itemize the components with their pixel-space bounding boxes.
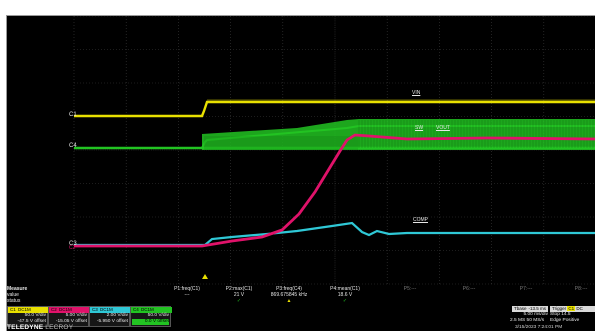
channel-coupling: DC1M (17, 307, 49, 313)
timebase-header[interactable]: Tbase -13.5 ms (512, 306, 548, 312)
trace-label-vin: VIN (412, 90, 421, 96)
ground-marker-c4: C4 (69, 143, 77, 149)
channel-offset: -15.05 V offset (55, 319, 87, 324)
trace-vin (74, 100, 595, 118)
channel-tag: C2 (49, 307, 59, 313)
waveform-canvas[interactable] (7, 16, 595, 331)
channel-tag: C4 (131, 307, 141, 313)
measure-param-name[interactable]: P7:--- (519, 286, 533, 292)
channel-tag: C3 (90, 307, 100, 313)
channel-offset: -47.5 V offset (17, 319, 46, 324)
datetime: 3/15/2023 7:24:01 PM (515, 325, 563, 330)
channel-scale: 50.0 V/div (24, 313, 46, 318)
timebase-scale: 5.00 ms/div (523, 312, 548, 317)
channel-offset: 0.0 V offset (132, 319, 169, 325)
trigger-position-icon (202, 274, 208, 279)
channel-scale: 2.00 V/div (106, 313, 128, 318)
channel-scale: 5.00 V/div (65, 313, 87, 318)
waveform-traces (74, 99, 595, 248)
measure-param-status: ▲ (286, 298, 292, 304)
measure-param-name[interactable]: P8:--- (574, 286, 588, 292)
oscilloscope-display: C1 C4 C3 C2 VIN SW VOUT COMP Measure val… (6, 15, 595, 331)
trigger-header[interactable]: Trigger C1 DC (550, 306, 595, 312)
measure-param-name[interactable]: P4:mean(C1) (330, 286, 360, 292)
trace-label-sw: SW (415, 125, 424, 131)
measure-param-value: 869.675845 kHz (270, 292, 308, 298)
channel-box-c3[interactable]: C3 DC1M 2.00 V/div -5.950 V offset (89, 306, 131, 327)
ground-marker-c2: C2 (69, 245, 76, 251)
measure-param-name[interactable]: P1:freq(C1) (174, 286, 200, 292)
brand-logo: TELEDYNE LECROY (7, 324, 74, 331)
measure-param-status: ✓ (342, 298, 348, 304)
channel-coupling: DC1M (58, 307, 90, 313)
measure-status-label: status (7, 298, 21, 304)
trace-vout (74, 133, 595, 248)
channel-box-c1[interactable]: C1 DC1M 50.0 V/div -47.5 V offset (7, 306, 49, 327)
trace-sw-pulses (204, 136, 358, 150)
measure-param-value: --- (184, 292, 190, 298)
trace-label-comp: COMP (413, 217, 428, 223)
timebase-samples: 2.5 MS 50 MS/s (510, 318, 545, 323)
channel-tag: C1 (8, 307, 18, 313)
measure-param-name[interactable]: P3:freq(C4) (276, 286, 302, 292)
trigger-type: Edge Positive (550, 318, 580, 323)
ground-marker-c1: C1 (69, 112, 77, 118)
measure-param-value: 18.6 V (337, 292, 353, 298)
measure-param-value: 21 V (233, 292, 245, 298)
trigger-mode: Stop 14.5 (550, 312, 571, 317)
channel-scale: 50.0 V/div (147, 313, 169, 318)
channel-offset: -5.950 V offset (96, 319, 128, 324)
measure-param-name[interactable]: P5:--- (403, 286, 417, 292)
channel-coupling: DC1M (140, 307, 172, 313)
measure-value-label: value (7, 292, 19, 298)
measure-param-name[interactable]: P6:--- (462, 286, 476, 292)
trace-comp (74, 221, 595, 247)
channel-box-c4[interactable]: C4 DC1M 50.0 V/div 0.0 V offset (130, 306, 172, 327)
channel-coupling: DC1M (99, 307, 131, 313)
measure-param-name[interactable]: P2:max(C1) (225, 286, 253, 292)
measure-title: Measure (7, 286, 28, 292)
measure-param-status: ✓ (236, 298, 242, 304)
trace-label-vout: VOUT (436, 125, 450, 131)
ground-marker-c3: C3 (69, 241, 77, 247)
channel-box-c2[interactable]: C2 DC1M 5.00 V/div -15.05 V offset (48, 306, 90, 327)
